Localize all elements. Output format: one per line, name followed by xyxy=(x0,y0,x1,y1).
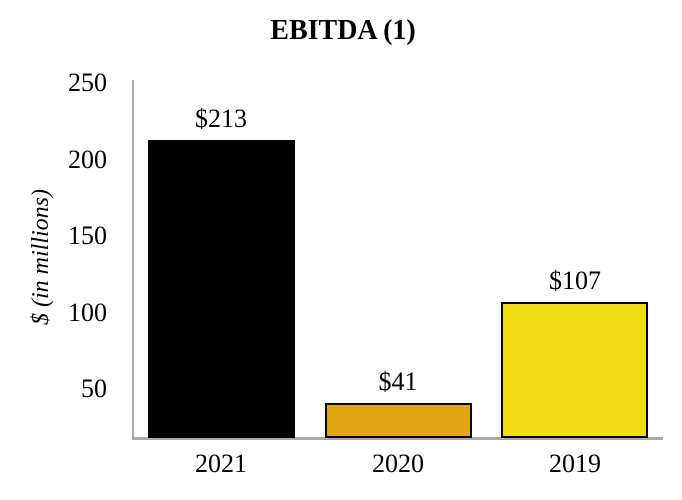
chart-title: EBITDA (1) xyxy=(270,15,416,46)
y-axis-tick-label: 150 xyxy=(68,221,107,250)
x-axis-tick-label: 2021 xyxy=(195,449,247,478)
y-axis-line xyxy=(132,80,134,440)
bar-value-label: $107 xyxy=(549,266,601,295)
x-axis-tick-label: 2020 xyxy=(372,449,424,478)
bar-value-label: $41 xyxy=(378,367,418,396)
bar-2021 xyxy=(148,140,295,438)
x-axis-tick-label: 2019 xyxy=(549,449,601,478)
bar-2019 xyxy=(501,302,648,438)
y-axis-tick-label: 100 xyxy=(68,298,107,327)
y-axis-tick-label: 250 xyxy=(68,68,107,97)
y-axis-tick-label: 200 xyxy=(68,145,107,174)
y-axis-tick-label: 50 xyxy=(81,374,107,403)
bar-2020 xyxy=(325,403,472,438)
x-axis-line xyxy=(132,437,663,440)
bar-value-label: $213 xyxy=(195,104,247,133)
